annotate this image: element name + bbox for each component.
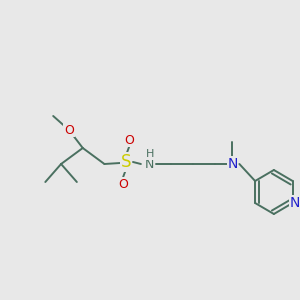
Text: O: O <box>118 178 128 190</box>
Text: O: O <box>64 124 74 136</box>
Text: N: N <box>290 196 300 210</box>
Text: N: N <box>227 157 238 171</box>
Text: S: S <box>121 153 131 171</box>
Text: H: H <box>146 149 154 159</box>
Text: N: N <box>145 158 154 170</box>
Text: O: O <box>124 134 134 146</box>
